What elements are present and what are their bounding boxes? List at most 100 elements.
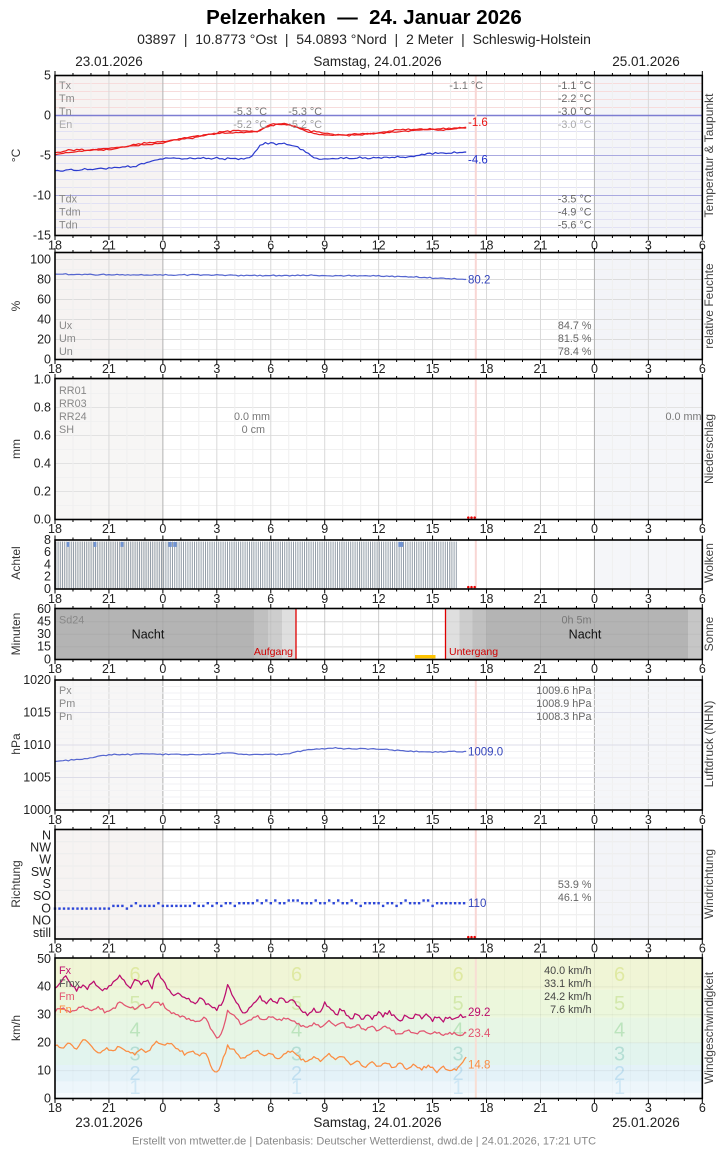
svg-text:6: 6 bbox=[291, 964, 302, 986]
svg-text:18: 18 bbox=[48, 813, 62, 827]
svg-text:4: 4 bbox=[44, 557, 51, 571]
svg-text:9: 9 bbox=[321, 941, 328, 955]
svg-text:12: 12 bbox=[372, 941, 386, 955]
svg-text:3: 3 bbox=[213, 592, 220, 606]
svg-text:2: 2 bbox=[129, 1063, 140, 1085]
svg-text:km/h: km/h bbox=[9, 1015, 23, 1041]
svg-text:3: 3 bbox=[645, 941, 652, 955]
svg-text:0: 0 bbox=[44, 108, 51, 122]
svg-text:0.6: 0.6 bbox=[34, 428, 51, 442]
svg-text:Tdm: Tdm bbox=[59, 206, 81, 218]
svg-text:RR01: RR01 bbox=[59, 385, 87, 397]
svg-text:1009.6 hPa: 1009.6 hPa bbox=[536, 685, 591, 697]
svg-text:0.8: 0.8 bbox=[34, 400, 51, 414]
svg-text:0.4: 0.4 bbox=[34, 456, 51, 470]
svg-text:9: 9 bbox=[321, 1101, 328, 1115]
svg-text:0: 0 bbox=[159, 362, 166, 376]
svg-text:SW: SW bbox=[31, 865, 51, 879]
svg-text:1.0: 1.0 bbox=[34, 372, 51, 386]
svg-text:Untergang: Untergang bbox=[449, 646, 498, 658]
svg-text:-10: -10 bbox=[33, 188, 51, 202]
svg-text:78.4 %: 78.4 % bbox=[558, 346, 592, 358]
svg-text:Achtel: Achtel bbox=[9, 546, 23, 579]
svg-text:21: 21 bbox=[534, 1101, 548, 1115]
svg-text:21: 21 bbox=[102, 941, 116, 955]
svg-text:21: 21 bbox=[534, 941, 548, 955]
svg-text:-4.9 °C: -4.9 °C bbox=[558, 206, 592, 218]
svg-text:-1.1 °C: -1.1 °C bbox=[449, 80, 483, 92]
svg-text:24.2 km/h: 24.2 km/h bbox=[544, 991, 591, 1003]
svg-text:Windrichtung: Windrichtung bbox=[702, 849, 716, 919]
svg-text:O: O bbox=[41, 901, 51, 915]
svg-text:15: 15 bbox=[426, 1101, 440, 1115]
svg-text:18: 18 bbox=[48, 941, 62, 955]
svg-text:Aufgang: Aufgang bbox=[254, 646, 293, 658]
svg-text:46.1 %: 46.1 % bbox=[558, 892, 592, 904]
svg-text:18: 18 bbox=[48, 1101, 62, 1115]
svg-text:18: 18 bbox=[480, 662, 494, 676]
svg-text:0: 0 bbox=[159, 941, 166, 955]
svg-text:3: 3 bbox=[645, 662, 652, 676]
svg-text:21: 21 bbox=[102, 238, 116, 252]
svg-text:1008.9 hPa: 1008.9 hPa bbox=[536, 698, 591, 710]
svg-text:1: 1 bbox=[614, 1077, 625, 1099]
svg-text:6: 6 bbox=[267, 238, 274, 252]
svg-text:Fx: Fx bbox=[59, 965, 72, 977]
svg-text:12: 12 bbox=[372, 238, 386, 252]
svg-text:SH: SH bbox=[59, 424, 74, 436]
svg-text:1: 1 bbox=[291, 1077, 302, 1099]
svg-text:Nacht: Nacht bbox=[569, 628, 602, 642]
svg-text:18: 18 bbox=[480, 1101, 494, 1115]
svg-text:15: 15 bbox=[426, 662, 440, 676]
svg-text:Pm: Pm bbox=[59, 698, 75, 710]
svg-text:Tdn: Tdn bbox=[59, 219, 78, 231]
svg-text:-1.6: -1.6 bbox=[468, 117, 488, 129]
svg-text:Niederschlag: Niederschlag bbox=[702, 414, 716, 484]
svg-text:-5.2 °C: -5.2 °C bbox=[288, 119, 322, 131]
svg-text:21: 21 bbox=[534, 362, 548, 376]
svg-text:En: En bbox=[59, 119, 72, 131]
svg-text:18: 18 bbox=[48, 362, 62, 376]
svg-text:9: 9 bbox=[321, 592, 328, 606]
svg-text:12: 12 bbox=[372, 813, 386, 827]
svg-text:5: 5 bbox=[614, 993, 625, 1015]
svg-text:0: 0 bbox=[44, 652, 51, 666]
svg-text:0: 0 bbox=[159, 1101, 166, 1115]
svg-text:6: 6 bbox=[699, 592, 706, 606]
svg-text:6: 6 bbox=[267, 1101, 274, 1115]
svg-text:0: 0 bbox=[591, 941, 598, 955]
svg-text:3: 3 bbox=[614, 1043, 625, 1065]
svg-text:1015: 1015 bbox=[23, 705, 51, 719]
svg-text:12: 12 bbox=[372, 592, 386, 606]
svg-text:18: 18 bbox=[48, 522, 62, 536]
svg-text:4: 4 bbox=[291, 1020, 302, 1042]
svg-text:-5.3 °C: -5.3 °C bbox=[233, 106, 267, 118]
svg-text:60: 60 bbox=[37, 292, 51, 306]
svg-text:6: 6 bbox=[699, 941, 706, 955]
svg-text:6: 6 bbox=[267, 662, 274, 676]
svg-text:%: % bbox=[9, 300, 23, 311]
svg-text:Un: Un bbox=[59, 346, 73, 358]
svg-text:21: 21 bbox=[534, 592, 548, 606]
svg-text:3: 3 bbox=[645, 1101, 652, 1115]
svg-text:3: 3 bbox=[645, 592, 652, 606]
svg-text:6: 6 bbox=[267, 522, 274, 536]
svg-text:14.8: 14.8 bbox=[468, 1060, 490, 1072]
svg-text:still: still bbox=[33, 926, 51, 940]
svg-text:21: 21 bbox=[102, 592, 116, 606]
svg-text:21: 21 bbox=[102, 522, 116, 536]
svg-text:4: 4 bbox=[129, 1020, 140, 1042]
svg-text:Tdx: Tdx bbox=[59, 193, 78, 205]
svg-text:21: 21 bbox=[102, 1101, 116, 1115]
svg-text:0.0 mm: 0.0 mm bbox=[234, 411, 270, 423]
svg-text:W: W bbox=[39, 853, 51, 867]
svg-text:6: 6 bbox=[699, 813, 706, 827]
svg-text:9: 9 bbox=[321, 662, 328, 676]
svg-text:0.2: 0.2 bbox=[34, 484, 51, 498]
svg-text:Luftdruck (NHN): Luftdruck (NHN) bbox=[702, 701, 716, 788]
svg-text:60: 60 bbox=[37, 602, 51, 616]
svg-text:relative Feuchte: relative Feuchte bbox=[702, 263, 716, 349]
svg-text:6: 6 bbox=[452, 964, 463, 986]
svg-text:3: 3 bbox=[213, 522, 220, 536]
svg-text:21: 21 bbox=[102, 362, 116, 376]
